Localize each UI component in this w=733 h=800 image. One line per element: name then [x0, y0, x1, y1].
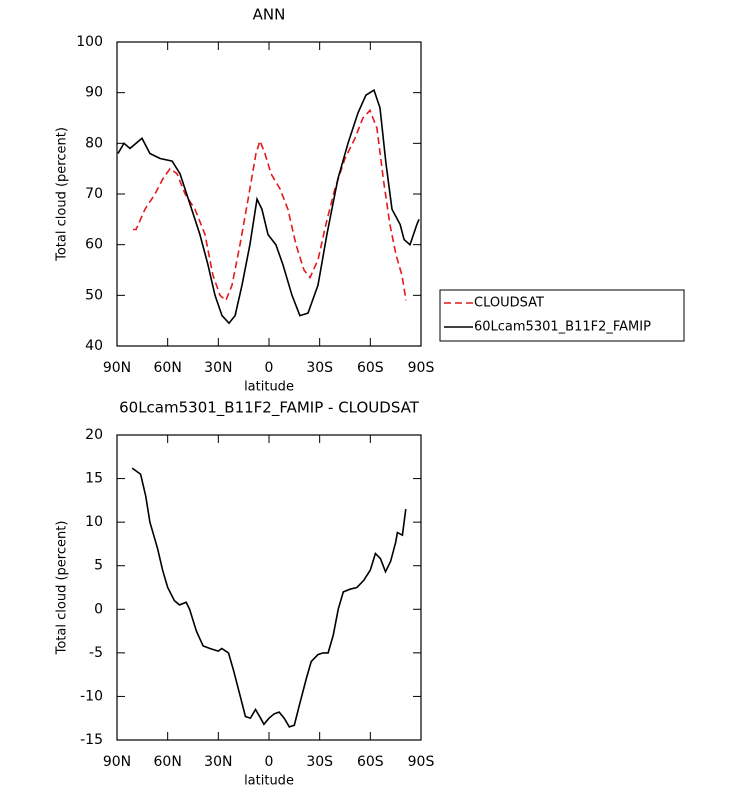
x-tick-label: 30N	[204, 754, 232, 770]
legend-box	[439, 289, 685, 342]
y-tick-label: -10	[80, 688, 103, 704]
y-tick-label: -15	[80, 732, 103, 748]
y-tick-label: 80	[85, 135, 103, 151]
y-tick-label: 20	[85, 427, 103, 443]
x-tick-label: 60N	[154, 360, 182, 376]
data-line	[131, 467, 407, 728]
legend-label: 60Lcam5301_B11F2_FAMIP	[474, 320, 651, 335]
x-tick-label: 90S	[408, 754, 435, 770]
chart-title: ANN	[253, 6, 286, 24]
x-axis-label: latitude	[244, 774, 294, 789]
x-tick-label: 90N	[103, 754, 131, 770]
x-tick-label: 60N	[154, 754, 182, 770]
x-tick-label: 90N	[103, 360, 131, 376]
y-tick-label: 100	[76, 34, 103, 50]
data-line	[133, 108, 407, 302]
y-axis-label: Total cloud (percent)	[55, 521, 70, 656]
y-tick-label: 60	[85, 237, 103, 253]
y-tick-label: 90	[85, 85, 103, 101]
y-tick-label: 0	[94, 601, 103, 617]
x-tick-label: 30N	[204, 360, 232, 376]
y-tick-label: 70	[85, 186, 103, 202]
plot-frame	[116, 434, 422, 741]
chart-title: 60Lcam5301_B11F2_FAMIP - CLOUDSAT	[119, 399, 420, 418]
legend-label: CLOUDSAT	[474, 296, 544, 311]
plot-frame	[116, 41, 422, 347]
x-tick-label: 0	[265, 754, 274, 770]
y-tick-label: 15	[85, 471, 103, 487]
y-tick-label: -5	[89, 645, 103, 661]
y-tick-label: 10	[85, 514, 103, 530]
x-tick-label: 30S	[306, 360, 333, 376]
data-line	[117, 88, 420, 325]
x-tick-label: 30S	[306, 754, 333, 770]
x-tick-label: 90S	[408, 360, 435, 376]
y-tick-label: 50	[85, 287, 103, 303]
x-tick-label: 60S	[357, 360, 384, 376]
x-tick-label: 60S	[357, 754, 384, 770]
x-tick-label: 0	[265, 360, 274, 376]
x-axis-label: latitude	[244, 380, 294, 395]
y-tick-label: 5	[94, 558, 103, 574]
y-tick-label: 40	[85, 338, 103, 354]
y-axis-label: Total cloud (percent)	[55, 127, 70, 262]
